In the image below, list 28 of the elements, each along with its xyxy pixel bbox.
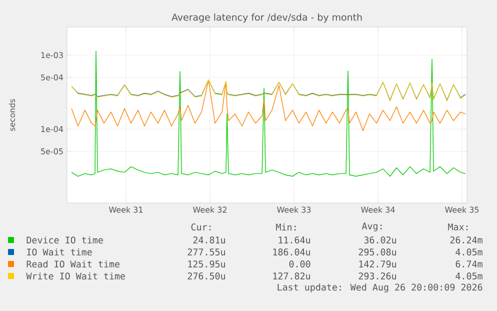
legend-label: Read IO Wait time [26, 260, 120, 268]
text: Last update: Wed Aug 26 20:00:09 2026 [278, 284, 482, 292]
text: 4.05m [456, 248, 482, 256]
text: 11.64u [278, 236, 310, 244]
text: Cur: [191, 224, 211, 230]
text: 295.08u [358, 248, 396, 256]
legend-label: IO Wait time [27, 248, 92, 256]
text: 26.24m [450, 236, 482, 244]
text: 24.81u [193, 236, 225, 244]
text: Min: [276, 224, 296, 230]
text: Max: [448, 224, 468, 230]
legend-label: Device IO time [26, 236, 103, 244]
text: 277.55u [188, 248, 225, 256]
text: 127.82u [273, 272, 310, 280]
text: 6.74m [456, 260, 482, 268]
text: 276.50u [188, 272, 225, 280]
legend-label: Write IO Wait time [26, 272, 125, 280]
text: 142.79u [359, 260, 396, 268]
text: 186.04u [273, 248, 310, 256]
text: 125.95u [188, 260, 225, 268]
chart-title: Average latency for /dev/sda - by month [172, 13, 362, 23]
text: 293.26u [358, 272, 396, 280]
text: 4.05m [456, 272, 482, 280]
text: Avg: [362, 222, 382, 232]
line-series [71, 50, 466, 177]
line-series [71, 80, 466, 132]
text: 0.00 [289, 260, 310, 268]
text: 36.02u [364, 236, 396, 244]
